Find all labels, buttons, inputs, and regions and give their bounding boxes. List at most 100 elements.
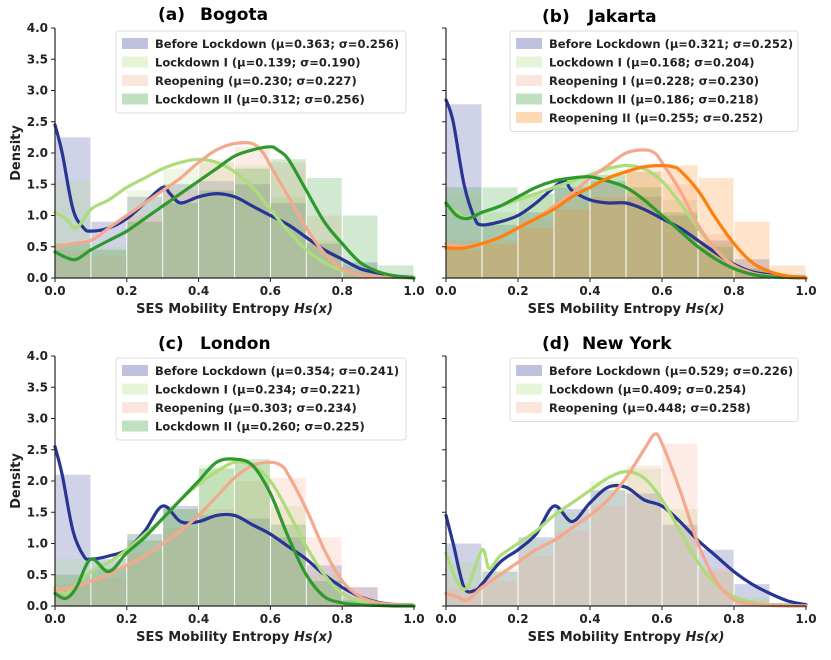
panel-title: London [200,334,271,354]
hist-bar-reopening2-2 [518,228,554,278]
hist-bar-lockdown1-4 [199,465,234,606]
legend-label-before: Before Lockdown (μ=0.529; σ=0.226) [549,364,793,378]
kde-lines [53,445,416,608]
y-tick-label: 1.0 [27,209,48,223]
x-tick-label: 0.8 [723,284,744,298]
hist-bar-reopening1-4 [199,509,234,606]
legend-swatch-lockdown2 [122,93,148,105]
legend-label-reopening2: Reopening II (μ=0.255; σ=0.252) [549,111,763,125]
hist-bar-lockdown2-4 [590,174,626,278]
hist-bar-lockdown2-8 [342,599,378,606]
x-axis-title: SES Mobility Entropy Hs(x) [528,630,725,645]
kde-line-reopening1 [53,460,416,608]
panel-title: New York [582,334,672,354]
kde-line-reopening1 [53,141,416,280]
x-tick-label: 0.6 [260,612,281,626]
hist-bar-reopening1-3 [554,531,590,606]
panel-new-york: 0.0 0.2 0.4 0.6 0.8 1.0 SES Mobility Entropy H… [435,334,816,645]
legend-label-before: Before Lockdown (μ=0.354; σ=0.241) [155,364,399,378]
x-tick-label: 0.6 [260,284,281,298]
legend: Before Lockdown (μ=0.321; σ=0.252) Lockdo… [509,30,799,132]
x-axis-title-text: SES Mobility Entropy [528,630,686,645]
hist-bar-lockdown1-4 [199,159,234,278]
hist-bar-reopening1-1 [91,256,127,278]
hist-bar-lockdown2-2 [518,193,554,278]
hist-bar-lockdown1-7 [306,240,342,278]
panel-letter: (a) [158,5,185,25]
hist-bar-lockdown1-2 [518,193,554,278]
hist-bar-before-5 [626,493,662,606]
y-tick-label: 0.0 [27,599,48,613]
kde-lines [444,432,808,608]
hist-bar-before-6 [662,215,698,278]
y-tick-label: 3.0 [27,412,48,426]
legend: Before Lockdown (μ=0.529; σ=0.226) Lockdo… [509,357,799,422]
hist-bar-reopening1-1 [482,581,518,606]
x-tick-label: 0.4 [188,284,209,298]
legend-label-before: Before Lockdown (μ=0.363; σ=0.256) [155,37,399,51]
legend-label-reopening1: Reopening (μ=0.230; σ=0.227) [155,74,357,88]
hist-bar-reopening1-4 [590,184,626,278]
hist-bar-lockdown2-1 [91,249,127,278]
legend-box [509,357,799,422]
x-tick-label: 1.0 [795,284,816,298]
hist-bar-reopening2-5 [626,171,662,278]
hist-bar-lockdown2-4 [199,190,234,278]
histograms [55,459,414,606]
x-axis-title-text: SES Mobility Entropy [528,302,686,317]
hist-bar-lockdown1-5 [235,165,270,278]
kde-line-before [53,445,416,608]
legend-swatch-reopening1 [122,75,148,86]
x-tick-label: 0.8 [332,284,353,298]
kde-line-reopening1 [444,432,808,608]
legend-label-lockdown2: Lockdown II (μ=0.312; σ=0.256) [155,93,365,107]
hist-bar-reopening1-7 [698,234,734,278]
x-axis-title: SES Mobility Entropy Hs(x) [136,302,333,317]
hist-bar-lockdown1-8 [342,599,378,606]
x-tick-label: 1.0 [403,612,424,626]
hist-bar-before-1 [482,224,518,278]
panel-title: Bogota [200,5,268,25]
x-axis-title: SES Mobility Entropy Hs(x) [528,302,725,317]
hist-bar-lockdown2-2 [127,221,163,278]
legend: Before Lockdown (μ=0.363; σ=0.256) Lockdo… [115,30,407,114]
hist-bar-reopening1-1 [482,240,518,278]
x-axis-title-text: SES Mobility Entropy [136,630,294,645]
legend-label-reopening1: Reopening I (μ=0.228; σ=0.230) [549,74,759,88]
x-axis-title: SES Mobility Entropy Hs(x) [136,630,333,645]
hist-bar-lockdown2-5 [626,187,662,278]
hist-bar-lockdown1-7 [698,571,734,606]
x-axis-title-text: SES Mobility Entropy [136,302,294,317]
hist-bar-reopening2-3 [554,209,590,278]
panel-jakarta: 0.0 0.2 0.4 0.6 0.8 1.0 SES Mobility Entropy H… [435,7,816,317]
panel-letter: (b) [542,7,570,27]
x-tick-label: 0.4 [188,612,209,626]
legend-swatch-lockdown2 [516,93,542,105]
hist-bar-reopening1-3 [554,199,590,278]
hist-bar-before-3 [554,509,590,606]
hist-bar-reopening2-0 [446,249,482,278]
hist-bar-lockdown2-3 [163,203,199,278]
legend-swatch-before [122,365,148,376]
histograms [55,137,414,278]
hist-bar-reopening1-5 [235,481,270,606]
hist-bar-reopening1-1 [91,577,127,606]
hist-bar-lockdown2-5 [235,168,270,278]
kde-line-lockdown2 [444,175,808,280]
y-tick-label: 1.5 [27,505,48,519]
hist-bar-lockdown1-0 [446,193,482,278]
legend-label-lockdown2: Lockdown II (μ=0.186; σ=0.218) [549,93,759,107]
x-tick-label: 0.0 [435,612,456,626]
x-tick-label: 0.4 [579,284,600,298]
legend-swatch-reopening1 [516,75,542,86]
kde-line-reopening2 [444,163,808,280]
legend: Before Lockdown (μ=0.354; σ=0.241) Lockdo… [115,357,407,441]
hist-bar-reopening1-5 [626,465,662,606]
y-tick-label: 4.0 [27,21,48,35]
y-tick-label: 1.5 [27,177,48,191]
y-tick-label: 0.0 [27,271,48,285]
y-tick-label: 2.5 [27,443,48,457]
x-axis-title-var: Hs(x) [294,302,333,317]
legend-label-lockdown1: Lockdown I (μ=0.234; σ=0.221) [155,383,360,397]
